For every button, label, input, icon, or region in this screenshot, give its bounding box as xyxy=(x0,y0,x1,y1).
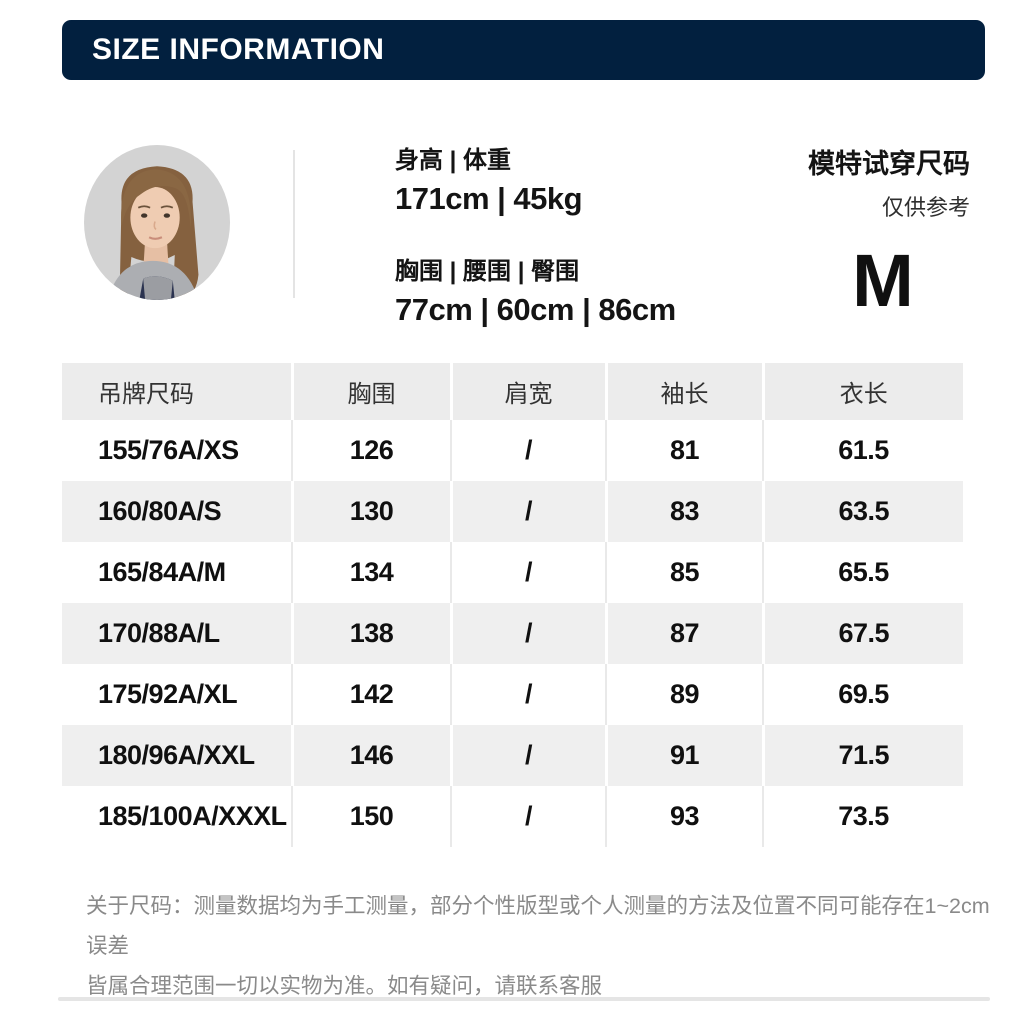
table-row: 155/76A/XS 126 / 81 61.5 xyxy=(62,420,963,481)
column-header-length: 衣长 xyxy=(761,363,963,420)
column-header-shoulder: 肩宽 xyxy=(449,363,606,420)
column-header-tag-size: 吊牌尺码 xyxy=(62,363,292,420)
cell-bust: 130 xyxy=(290,481,451,542)
cell-sleeve: 87 xyxy=(604,603,763,664)
stat-label: 胸围 | 腰围 | 臀围 xyxy=(395,258,580,285)
model-avatar xyxy=(84,144,232,301)
cell-shoulder: / xyxy=(449,481,606,542)
note-line-2: 皆属合理范围一切以实物为准。如有疑问，请联系客服 xyxy=(86,974,603,998)
cell-bust: 146 xyxy=(290,725,451,786)
cell-sleeve: 85 xyxy=(605,542,763,603)
cell-length: 65.5 xyxy=(762,542,963,603)
column-header-sleeve: 袖长 xyxy=(604,363,763,420)
fit-size-title: 模特试穿尺码 xyxy=(808,149,970,179)
cell-shoulder: / xyxy=(450,786,606,847)
cell-bust: 150 xyxy=(291,786,451,847)
cell-sleeve: 81 xyxy=(605,420,763,481)
table-header-row: 吊牌尺码 胸围 肩宽 袖长 衣长 xyxy=(62,363,963,420)
section-title-bar: SIZE INFORMATION xyxy=(62,20,985,80)
cell-size: 155/76A/XS xyxy=(98,435,239,465)
cell-size: 160/80A/S xyxy=(62,481,292,542)
cell-shoulder: / xyxy=(449,725,606,786)
table-row: 170/88A/L 138 / 87 67.5 xyxy=(62,603,963,664)
model-fit-size-block: 模特试穿尺码 仅供参考 M xyxy=(795,142,970,318)
cell-bust: 126 xyxy=(291,420,451,481)
stat-label: 身高 | 体重 xyxy=(395,147,512,174)
cell-size: 180/96A/XXL xyxy=(62,725,292,786)
cell-length: 63.5 xyxy=(761,481,963,542)
stat-value: 171cm | 45kg xyxy=(395,181,583,216)
cell-sleeve: 93 xyxy=(605,786,763,847)
cell-sleeve: 83 xyxy=(604,481,763,542)
cell-size: 185/100A/XXXL xyxy=(98,801,287,831)
cell-shoulder: / xyxy=(449,603,606,664)
column-header-bust: 胸围 xyxy=(290,363,451,420)
table-row: 165/84A/M 134 / 85 65.5 xyxy=(62,542,963,603)
vertical-divider xyxy=(293,150,295,298)
page-title: SIZE INFORMATION xyxy=(92,33,385,66)
stat-bust-waist-hip: 胸围 | 腰围 | 臀围 77cm | 60cm | 86cm xyxy=(395,251,676,328)
cell-shoulder: / xyxy=(450,542,606,603)
cell-bust: 134 xyxy=(291,542,451,603)
note-line-1: 关于尺码：测量数据均为手工测量，部分个性版型或个人测量的方法及位置不同可能存在1… xyxy=(86,894,990,958)
stat-height-weight: 身高 | 体重 171cm | 45kg xyxy=(395,140,676,217)
cell-length: 67.5 xyxy=(761,603,963,664)
table-row: 180/96A/XXL 146 / 91 71.5 xyxy=(62,725,963,786)
cell-size: 170/88A/L xyxy=(62,603,292,664)
cell-size: 175/92A/XL xyxy=(98,679,238,709)
cell-size: 165/84A/M xyxy=(98,557,226,587)
cell-shoulder: / xyxy=(450,420,606,481)
cell-length: 73.5 xyxy=(762,786,963,847)
model-portrait-illustration xyxy=(84,145,231,300)
cell-length: 69.5 xyxy=(762,664,963,725)
model-stats: 身高 | 体重 171cm | 45kg 胸围 | 腰围 | 臀围 77cm |… xyxy=(395,140,676,328)
fit-size-subtitle: 仅供参考 xyxy=(881,195,970,220)
cell-length: 71.5 xyxy=(761,725,963,786)
table-row: 185/100A/XXXL 150 / 93 73.5 xyxy=(62,786,963,847)
bottom-divider xyxy=(58,997,990,1001)
cell-shoulder: / xyxy=(450,664,606,725)
fit-size-value: M xyxy=(852,239,914,322)
size-table: 吊牌尺码 胸围 肩宽 袖长 衣长 155/76A/XS 126 / 81 61.… xyxy=(62,363,963,847)
cell-bust: 138 xyxy=(290,603,451,664)
cell-bust: 142 xyxy=(291,664,451,725)
size-disclaimer-note: 关于尺码：测量数据均为手工测量，部分个性版型或个人测量的方法及位置不同可能存在1… xyxy=(86,886,998,1006)
cell-sleeve: 91 xyxy=(604,725,763,786)
table-row: 160/80A/S 130 / 83 63.5 xyxy=(62,481,963,542)
cell-length: 61.5 xyxy=(762,420,963,481)
table-row: 175/92A/XL 142 / 89 69.5 xyxy=(62,664,963,725)
cell-sleeve: 89 xyxy=(605,664,763,725)
stat-value: 77cm | 60cm | 86cm xyxy=(395,292,676,327)
